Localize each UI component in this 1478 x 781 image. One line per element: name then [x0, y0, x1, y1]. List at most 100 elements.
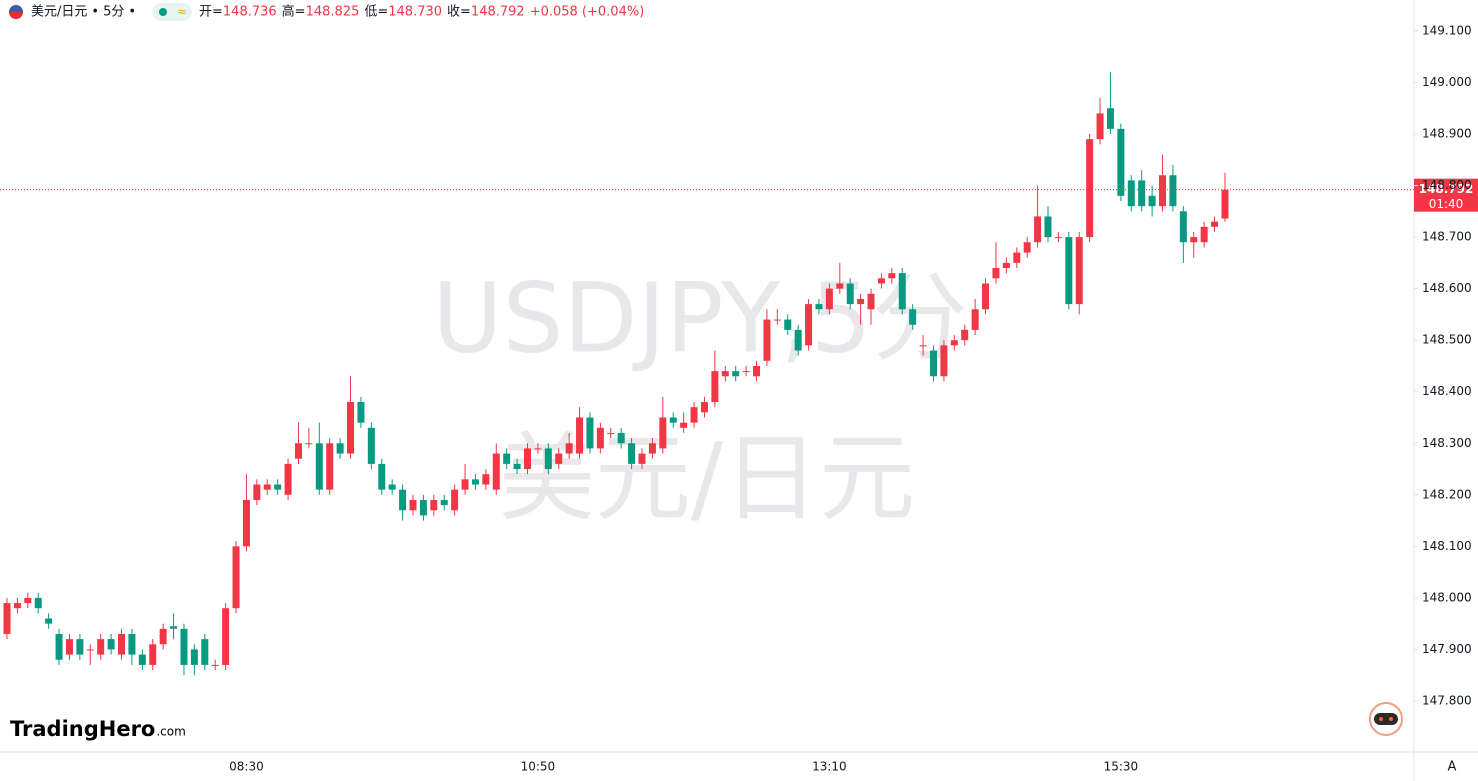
y-tick-label: 148.300 — [1422, 436, 1472, 450]
candle-body — [794, 329, 802, 351]
candle-body — [732, 371, 740, 377]
candle-body — [1190, 237, 1198, 243]
candle-body — [399, 489, 407, 511]
candle-body — [222, 608, 230, 665]
last-price-label: 148.792 — [1419, 182, 1474, 196]
separator: • — [128, 5, 136, 20]
candle-body — [867, 293, 875, 310]
assistant-face — [1374, 713, 1398, 725]
y-tick-label: 148.900 — [1422, 127, 1472, 141]
candle-body — [773, 319, 781, 321]
candle-body — [97, 639, 105, 655]
candle-body — [107, 639, 115, 650]
candle-body — [1044, 216, 1052, 238]
candle-body — [1221, 189, 1229, 219]
y-tick-label: 148.400 — [1422, 384, 1472, 398]
scale-mode-button[interactable]: A — [1448, 760, 1457, 775]
ohlc-label: 开= — [199, 5, 223, 20]
candle-body — [180, 628, 188, 665]
candle-body — [763, 319, 771, 361]
y-tick-label: 148.600 — [1422, 281, 1472, 295]
candle-body — [544, 448, 552, 470]
candle-body — [586, 417, 594, 449]
candle-body — [305, 443, 313, 445]
candle-body — [1096, 113, 1104, 140]
assistant-eye — [1389, 717, 1393, 721]
status-pill[interactable] — [152, 3, 192, 21]
candle-body — [461, 479, 469, 490]
y-tick-label: 148.100 — [1422, 539, 1472, 553]
candle-body — [1200, 226, 1208, 243]
candle-body — [857, 298, 865, 305]
candle-body — [596, 427, 604, 449]
ohlc-label: 低= — [364, 5, 388, 20]
y-tick-label: 147.800 — [1422, 693, 1472, 707]
candle-body — [274, 484, 282, 490]
candle-body — [940, 345, 948, 377]
candle-body — [1117, 128, 1125, 196]
candle-body — [326, 443, 334, 490]
candles — [3, 72, 1229, 676]
symbol-title: 美元/日元 — [31, 5, 87, 20]
candle-body — [836, 283, 844, 289]
brand-suffix: .com — [156, 725, 185, 739]
y-tick-label: 147.900 — [1422, 642, 1472, 656]
candle-body — [159, 628, 167, 645]
candle-body — [1138, 180, 1146, 207]
candle-body — [440, 499, 448, 506]
ohlc-value: 148.825 — [306, 5, 360, 20]
candle-body — [503, 453, 511, 464]
delay-icon: ≈ — [177, 5, 187, 19]
candle-body — [982, 283, 990, 310]
watermark-symbol: USDJPY,5分 — [432, 262, 967, 374]
candle-body — [211, 664, 219, 666]
candle-body — [482, 474, 490, 485]
candle-body — [451, 489, 459, 511]
brand-logo: TradingHero .com — [10, 717, 186, 741]
candle-body — [76, 639, 84, 655]
candle-body — [628, 443, 636, 464]
candle-body — [378, 463, 386, 490]
candle-body — [1034, 216, 1042, 243]
market-status — [159, 8, 167, 16]
candle-body — [13, 603, 21, 609]
candle-body — [1106, 108, 1114, 129]
candle-body — [700, 402, 708, 413]
candle-body — [846, 283, 854, 305]
candle-body — [190, 649, 198, 665]
candle-body — [784, 319, 792, 330]
candle-body — [45, 618, 53, 624]
candle-body — [659, 417, 667, 449]
candle-body — [524, 448, 531, 470]
y-tick-label: 148.000 — [1422, 590, 1472, 604]
candle-body — [888, 273, 896, 279]
candle-body — [565, 443, 573, 454]
ohlc-label: 高= — [282, 4, 306, 20]
candle-body — [409, 499, 417, 511]
y-tick-label: 149.000 — [1422, 75, 1472, 89]
brand: TradingHero — [10, 717, 155, 741]
candle-body — [1065, 237, 1073, 305]
candle-body — [1169, 175, 1177, 207]
ohlc-value: 148.736 — [223, 5, 277, 20]
ohlc-label: 收= — [447, 5, 471, 20]
candle-body — [149, 644, 157, 665]
candle-body — [669, 417, 677, 423]
legend-header: 美元/日元 • 5分 • ≈ 开= 148.736 高= 148.825 低= 148.7… — [9, 3, 644, 21]
assistant-button[interactable] — [1369, 702, 1403, 736]
candle-body — [1179, 211, 1187, 243]
candle-body — [357, 402, 365, 423]
candle-body — [86, 649, 94, 651]
candle-body — [648, 443, 656, 454]
y-tick-label: 148.800 — [1422, 178, 1472, 192]
candle-body — [201, 639, 209, 665]
candle-body — [118, 633, 126, 655]
y-tick-label: 148.700 — [1422, 230, 1472, 244]
candle-body — [815, 304, 823, 310]
candle-body — [367, 427, 375, 464]
candle-body — [242, 499, 250, 547]
candle-body — [55, 633, 63, 660]
candle-body — [680, 422, 688, 428]
countdown: 01:40 — [1429, 197, 1464, 211]
